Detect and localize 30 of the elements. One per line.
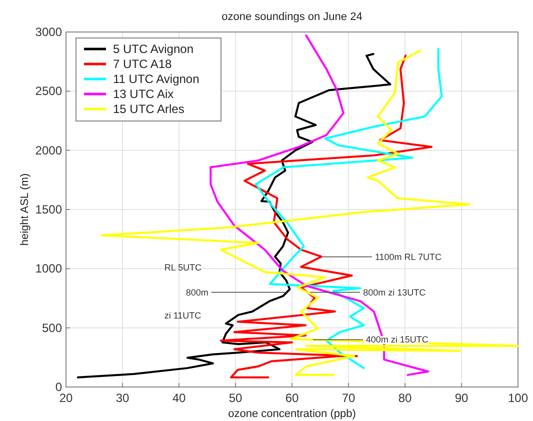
x-tick-label: 80 <box>398 391 412 405</box>
y-tick-label: 2000 <box>35 143 62 158</box>
annotation: 1100m RL 7UTC <box>374 252 442 262</box>
x-tick-label: 90 <box>454 391 468 405</box>
x-tick-label: 50 <box>228 391 242 405</box>
x-tick-label: 100 <box>508 391 528 405</box>
legend-label: 13 UTC Aix <box>113 87 174 101</box>
legend-label: 11 UTC Avignon <box>113 72 200 86</box>
x-tick-label: 40 <box>172 391 186 405</box>
annotation: 800m zi 13UTC <box>363 287 426 298</box>
x-axis-title: ozone concentration (ppb) <box>228 408 356 420</box>
annotation: zi 11UTC <box>164 310 202 320</box>
x-tick-label: 20 <box>59 391 73 405</box>
chart-title: ozone soundings on June 24 <box>222 11 362 23</box>
y-axis-title: height ASL (m) <box>19 173 31 246</box>
x-tick-label: 70 <box>342 391 356 405</box>
legend-label: 5 UTC Avignon <box>113 42 194 56</box>
y-tick-label: 1500 <box>35 202 62 216</box>
y-tick-label: 0 <box>55 380 62 394</box>
x-tick-label: 60 <box>285 391 299 405</box>
x-tick-label: 30 <box>116 391 130 405</box>
annotation: 800m <box>186 287 208 298</box>
legend-label: 15 UTC Arles <box>113 102 184 116</box>
annotation: RL 5UTC <box>164 262 202 272</box>
y-tick-label: 2500 <box>35 84 62 98</box>
legend-label: 7 UTC A18 <box>113 57 172 71</box>
y-tick-label: 3000 <box>35 25 62 39</box>
y-tick-label: 500 <box>42 320 62 335</box>
y-tick-label: 1000 <box>35 262 62 276</box>
line-series <box>254 48 443 370</box>
